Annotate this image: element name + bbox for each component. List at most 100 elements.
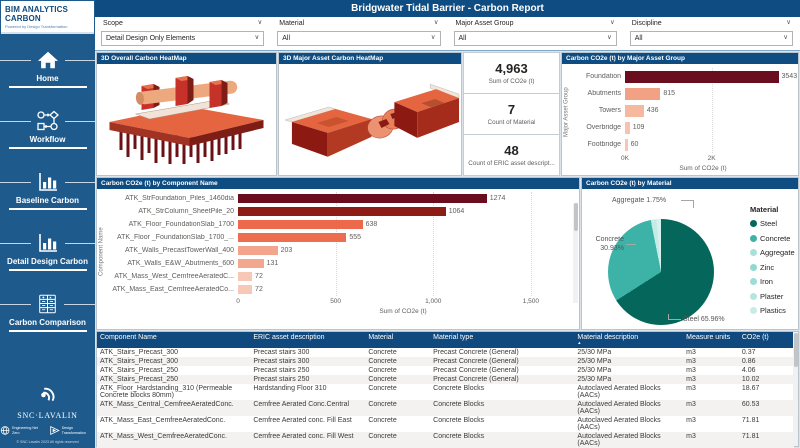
- table-cell: Autoclaved Aerated Blocks (AACs): [574, 416, 683, 432]
- category-label: ATK_Walls_E&W_Abutments_600: [106, 260, 238, 267]
- kpi-card-sum-of-co2e-t[interactable]: 4,963Sum of CO2e (t): [463, 52, 560, 94]
- bar-footbridge[interactable]: [625, 139, 628, 151]
- column-header-material[interactable]: Material: [365, 332, 430, 348]
- bar-atk-strcolumn-sheetpile-20[interactable]: [238, 207, 446, 216]
- sidebar-item-baseline-carbon[interactable]: Baseline Carbon: [0, 160, 95, 221]
- kpi-card-count-of-eric-asset-descript[interactable]: 48Count of ERIC asset descript...: [463, 134, 560, 176]
- kpi-label: Count of Material: [488, 119, 536, 126]
- bar-value-label: 60: [631, 141, 639, 148]
- filter-label: Material: [279, 20, 304, 27]
- table-cell: 60.53: [739, 400, 794, 416]
- bar-atk-floor-foundationslab-1700[interactable]: [238, 233, 346, 242]
- scrollbar-thumb[interactable]: [574, 203, 578, 231]
- filter-scope-dropdown[interactable]: Detail Design Only Elements∨: [101, 31, 264, 46]
- legend-color-dot: [750, 235, 757, 242]
- bar-row-atk-floor-foundationslab-1700: ATK_Floor _FoundationSlab_1700_...555: [106, 231, 579, 244]
- table-row[interactable]: ATK_Stairs_Precast_300Precast stairs 300…: [97, 357, 794, 366]
- column-header-eric-asset-description[interactable]: ERIC asset description: [250, 332, 365, 348]
- table-row[interactable]: ATK_Stairs_Precast_300Precast stairs 300…: [97, 348, 794, 357]
- sidebar-item-detail-design-carbon[interactable]: Detail Design Carbon: [0, 221, 95, 282]
- table-cell: m3: [683, 416, 739, 432]
- table-cell: Concrete Blocks: [430, 384, 574, 400]
- kpi-card-count-of-material[interactable]: 7 Count of Material: [463, 93, 560, 135]
- bar-towers[interactable]: [625, 105, 644, 117]
- table-scrollbar[interactable]: [793, 332, 798, 446]
- table-row[interactable]: ATK_Stairs_Precast_250Precast stairs 250…: [97, 366, 794, 375]
- legend-item-aggregate[interactable]: Aggregate: [750, 248, 795, 257]
- chevron-down-icon[interactable]: ∨: [257, 20, 262, 27]
- legend-item-iron[interactable]: Iron: [750, 277, 795, 286]
- table-cell: Precast Concrete (General): [430, 366, 574, 375]
- filter-label: Major Asset Group: [456, 20, 514, 27]
- filter-material-dropdown[interactable]: All∨: [277, 31, 440, 46]
- bar-value-label: 72: [255, 273, 263, 280]
- chart-scrollbar[interactable]: [573, 203, 578, 303]
- column-header-component-name[interactable]: Component Name: [97, 332, 250, 348]
- engineering-net-zero-label: Engineering Net Zero: [12, 426, 43, 434]
- table-cell: m3: [683, 348, 739, 357]
- logo-subtitle: Powered by Design Transformation: [5, 24, 91, 29]
- bar-foundation[interactable]: [625, 71, 779, 83]
- legend-title: Material: [750, 205, 795, 214]
- column-header-material-description[interactable]: Material description▲: [574, 332, 683, 348]
- table-row[interactable]: ATK_Mass_East_CemfreeAeratedConc.Cemfree…: [97, 416, 794, 432]
- table-cell: ATK_Stairs_Precast_300: [97, 348, 250, 357]
- home-icon: [36, 49, 60, 71]
- table-cell: Cemfree Aerated Conc.Central: [250, 400, 365, 416]
- y-axis-title: Component Name: [97, 193, 106, 311]
- chevron-down-icon[interactable]: ∨: [434, 20, 439, 27]
- table-row[interactable]: ATK_Stairs_Precast_250Precast stairs 250…: [97, 375, 794, 384]
- legend-item-zinc[interactable]: Zinc: [750, 263, 795, 272]
- table-header-row: Component NameERIC asset descriptionMate…: [97, 332, 794, 348]
- legend-item-plastics[interactable]: Plastics: [750, 306, 795, 315]
- bar-atk-floor-foundationslab-1700[interactable]: [238, 220, 363, 229]
- copyright-text: © SNC Lavalin 2023 All rights reserved: [0, 440, 95, 444]
- bar-atk-mass-west-cemfreeaeratedc[interactable]: [238, 272, 252, 281]
- sidebar-item-workflow[interactable]: Workflow: [0, 99, 95, 160]
- filter-label: Discipline: [632, 20, 662, 27]
- kpi-value: 7: [508, 102, 515, 117]
- sidebar-item-carbon-comparison[interactable]: Carbon Comparison: [0, 282, 95, 343]
- table-row[interactable]: ATK_Mass_West_CemfreeAeratedConc.Cemfree…: [97, 432, 794, 448]
- bar-atk-walls-precasttowerwall-400[interactable]: [238, 246, 278, 255]
- axis-tick-label: 1,500: [523, 298, 539, 305]
- column-header-co2e-t[interactable]: CO2e (t): [739, 332, 794, 348]
- filter-discipline-dropdown[interactable]: All∨: [630, 31, 793, 46]
- legend-color-dot: [750, 220, 757, 227]
- 3d-major-asset-model: [279, 64, 461, 175]
- chevron-down-icon[interactable]: ∨: [610, 20, 615, 27]
- bar-value-label: 3543: [782, 73, 798, 80]
- sidebar-item-label: Detail Design Carbon: [7, 257, 88, 266]
- panel-3d-major-asset-heatmap: 3D Major Asset Carbon HeatMap: [278, 52, 462, 176]
- table-row[interactable]: ATK_Floor_Hardstanding_310 (Permeable Co…: [97, 384, 794, 400]
- bar-abutments[interactable]: [625, 88, 660, 100]
- pie-label-concrete-pct: 30.93%: [582, 244, 624, 253]
- filter-major-asset-group-dropdown[interactable]: All∨: [454, 31, 617, 46]
- table-cell: 71.81: [739, 432, 794, 448]
- bar-atk-walls-e-w-abutments-600[interactable]: [238, 259, 264, 268]
- legend-item-concrete[interactable]: Concrete: [750, 234, 795, 243]
- sidebar-item-label: Baseline Carbon: [16, 196, 79, 205]
- axis-tick-label: 1,000: [425, 298, 441, 305]
- filter-bar: Scope∨Detail Design Only Elements∨Materi…: [95, 17, 800, 51]
- legend-item-plaster[interactable]: Plaster: [750, 292, 795, 301]
- sidebar-item-home[interactable]: Home: [0, 38, 95, 99]
- legend-item-steel[interactable]: Steel: [750, 219, 795, 228]
- column-header-material-type[interactable]: Material type: [430, 332, 574, 348]
- table-row[interactable]: ATK_Mass_Central_CemfreeAeratedConc.Cemf…: [97, 400, 794, 416]
- 3d-major-asset-heatmap-canvas[interactable]: [279, 64, 461, 175]
- category-label: ATK_Floor _FoundationSlab_1700_...: [106, 234, 238, 241]
- table-cell: 71.81: [739, 416, 794, 432]
- scrollbar-thumb[interactable]: [794, 333, 798, 367]
- bar-atk-mass-east-cemfreeaeratedco[interactable]: [238, 285, 252, 294]
- bar-chart-icon: [36, 171, 60, 193]
- bar-overbridge[interactable]: [625, 122, 630, 134]
- 3d-overall-heatmap-canvas[interactable]: [97, 64, 276, 175]
- table-cell: Autoclaved Aerated Blocks (AACs): [574, 432, 683, 448]
- column-header-measure-units[interactable]: Measure units: [683, 332, 739, 348]
- bar-value-label: 131: [267, 260, 279, 267]
- filter-scope: Scope∨Detail Design Only Elements∨: [101, 20, 264, 46]
- bar-value-label: 72: [255, 286, 263, 293]
- chevron-down-icon[interactable]: ∨: [786, 20, 791, 27]
- bar-atk-strfoundation-piles-1460dia[interactable]: [238, 194, 487, 203]
